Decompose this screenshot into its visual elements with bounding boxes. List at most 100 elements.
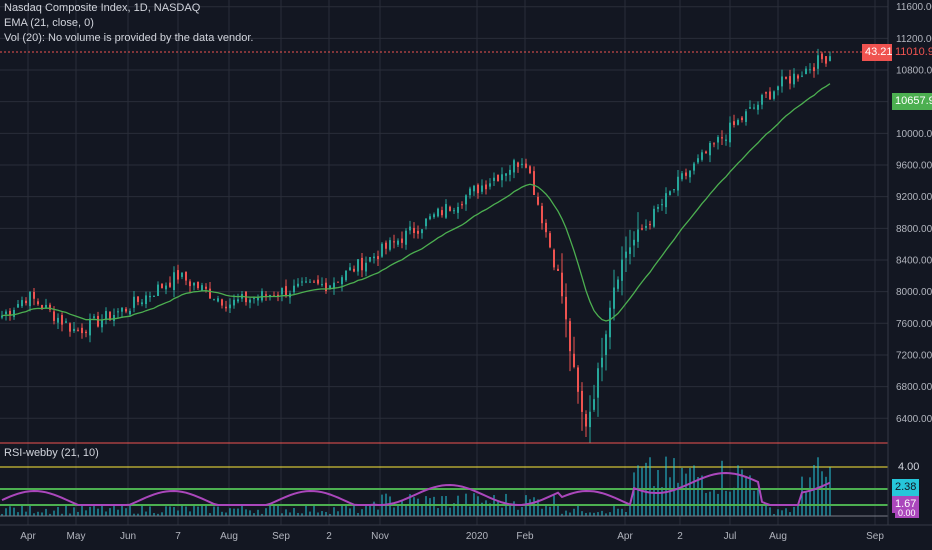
candle-body [369,257,371,262]
candle-body [321,284,323,286]
candle-body [481,185,483,192]
candle-body [497,174,499,182]
candle-body [213,299,215,301]
candle-body [505,173,507,176]
legend-rsi[interactable]: RSI-webby (21, 10) [4,447,99,459]
candle-body [501,174,503,181]
candle-body [93,316,95,318]
legend-title[interactable]: Nasdaq Composite Index, 1D, NASDAQ [4,2,201,14]
candle-body [489,183,491,187]
candle-body [237,299,239,302]
candle-body [601,357,603,368]
candle-body [773,91,775,99]
candle-body [521,163,523,165]
candle-body [325,282,327,291]
price-tick-label: 11200.00 [896,34,932,45]
candle-body [261,291,263,301]
candle-body [829,56,831,61]
time-tick-label: May [67,531,86,542]
rsi-histogram [1,456,831,516]
candle-body [485,184,487,190]
candle-body [201,285,203,291]
candle-body [717,137,719,143]
time-tick-label: Apr [617,531,633,542]
current-price-badge: 11010.98 [892,44,932,61]
candle-body [197,281,199,289]
candle-body [65,321,67,323]
candle-body [277,294,279,297]
candle-body [153,295,155,297]
candle-body [397,240,399,245]
candle-body [73,328,75,332]
candle-body [157,284,159,297]
candle-body [581,390,583,412]
candle-body [793,73,795,85]
price-tick-label: 11600.00 [896,2,932,13]
candle-body [229,304,231,309]
candle-body [645,225,647,228]
price-tick-label: 6400.00 [896,414,932,425]
legend-volume[interactable]: Vol (20): No volume is provided by the d… [4,32,254,44]
candle-body [429,216,431,220]
candle-body [509,169,511,175]
time-tick-label: 2 [677,531,683,542]
candle-body [701,152,703,160]
chart-grid [0,0,888,525]
candle-body [693,163,695,171]
time-axis[interactable]: Apr May Jun 7 Aug Sep 2 Nov 2020 Feb Apr 2 Jul Aug Sep [20,531,884,542]
candle-body [81,327,83,334]
candle-body [1,315,3,318]
candle-body [181,272,183,277]
candle-body [813,67,815,72]
candle-body [57,317,59,323]
price-axis[interactable]: 11600.0011200.0010800.0010400.0010000.00… [896,2,932,425]
candle-body [629,247,631,254]
candle-body [317,279,319,284]
candle-body [373,256,375,259]
candle-body [25,300,27,304]
candle-body [437,208,439,217]
candle-body [389,240,391,250]
candle-body [797,75,799,79]
legend-ema[interactable]: EMA (21, close, 0) [4,17,94,29]
candle-body [17,304,19,308]
rsi-bottom-label: 0.00 [895,509,919,518]
candle-body [529,166,531,174]
candle-body [29,291,31,307]
candle-body [757,104,759,110]
price-tick-label: 9600.00 [896,161,932,172]
candle-body [145,295,147,305]
candle-body [305,281,307,283]
candle-body [285,286,287,297]
time-tick-label: Aug [769,531,787,542]
candle-body [605,334,607,356]
candle-body [129,310,131,315]
candle-body [5,311,7,315]
candle-body [745,111,747,122]
candle-body [709,142,711,156]
candle-body [173,272,175,291]
candle-body [333,282,335,289]
candle-body [133,296,135,308]
candle-body [721,137,723,139]
candle-body [545,222,547,233]
candle-body [541,205,543,224]
ema-value-badge: 10657.95 [892,93,932,110]
time-tick-label: Apr [20,531,36,542]
rsi-mid-badge: 2.38 [892,479,920,496]
time-tick-label: Sep [866,531,884,542]
candle-body [593,399,595,410]
price-tick-label: 8000.00 [896,287,932,298]
candle-body [337,281,339,283]
candle-body [825,56,827,64]
candle-body [9,310,11,315]
candle-body [725,139,727,141]
candle-body [161,283,163,289]
candle-body [697,158,699,163]
time-tick-label: Jun [120,531,136,542]
candle-body [125,308,127,312]
rsi-upper-label: 4.00 [895,459,923,476]
candle-body [781,76,783,87]
price-tick-label: 7200.00 [896,350,932,361]
